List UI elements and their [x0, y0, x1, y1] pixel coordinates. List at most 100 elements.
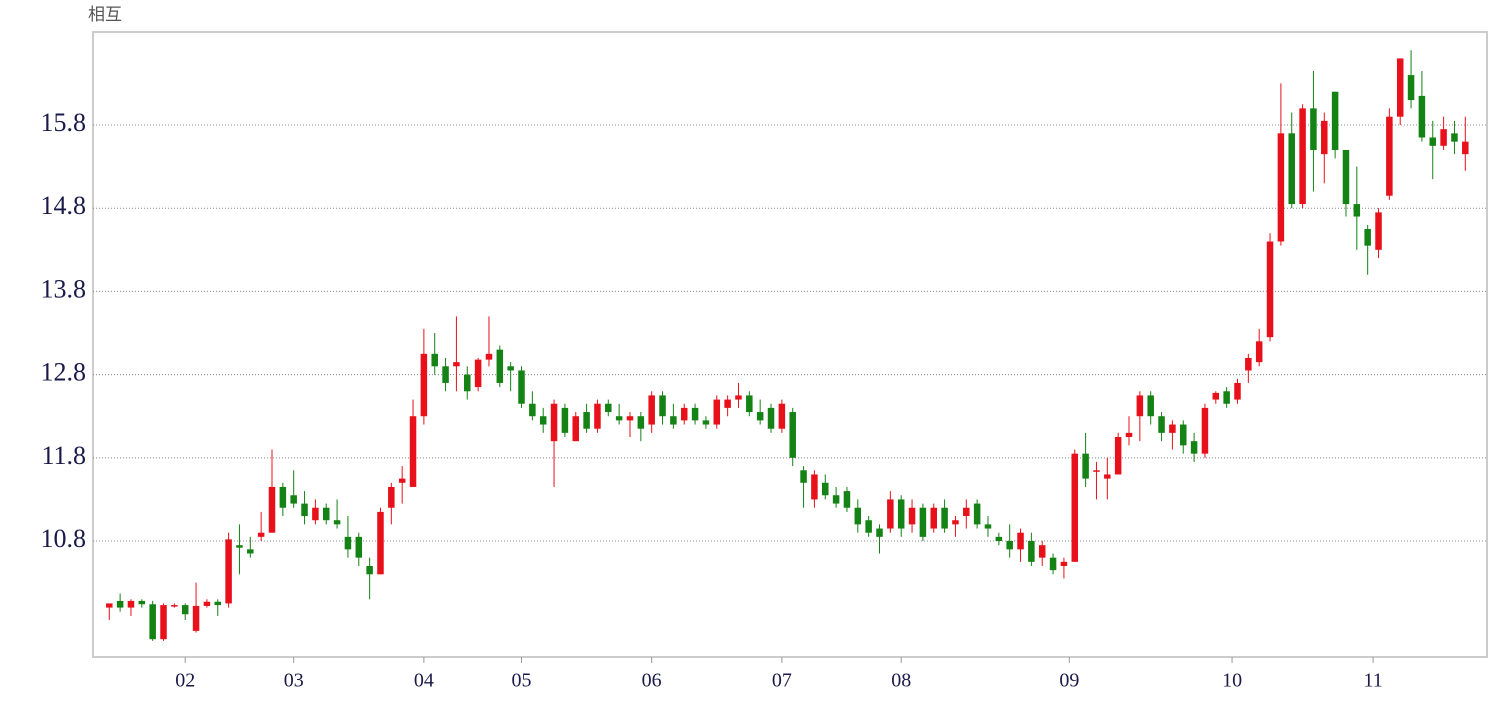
candle-body	[236, 545, 243, 548]
candle-body	[1375, 212, 1382, 250]
candle-body	[952, 520, 959, 525]
candle-body	[1288, 133, 1295, 205]
candle-body	[680, 407, 688, 421]
candle-body	[561, 407, 569, 433]
candle-body	[1321, 120, 1328, 155]
candle-body	[1201, 407, 1209, 454]
candle-body	[1331, 91, 1339, 150]
candle-body	[778, 403, 786, 429]
candle-body	[485, 353, 493, 360]
candle-body	[1277, 133, 1285, 242]
y-tick-label: 10.8	[41, 524, 87, 553]
candle-body	[713, 399, 721, 425]
candle-body	[388, 486, 395, 508]
x-tick-label: 02	[175, 670, 195, 692]
candle-body	[854, 507, 862, 525]
y-tick-label: 15.8	[41, 108, 87, 137]
candle-body	[995, 536, 1003, 542]
candle-body	[572, 416, 580, 442]
x-tick-label: 05	[512, 670, 532, 692]
candle-body	[1093, 470, 1100, 472]
x-tick-label: 07	[772, 670, 792, 692]
candle-body	[876, 528, 883, 537]
candle-body	[691, 407, 699, 421]
candle-body	[1179, 424, 1187, 446]
candle-body	[301, 503, 308, 517]
candle-body	[832, 495, 840, 504]
candle-body	[160, 605, 167, 640]
candle-body	[1158, 416, 1165, 433]
candle-body	[963, 507, 970, 517]
candle-body	[1038, 545, 1046, 558]
candle-body	[181, 605, 189, 615]
candle-body	[138, 600, 146, 605]
candle-body	[1017, 532, 1024, 550]
candle-body	[735, 395, 742, 400]
x-tick-label: 06	[642, 670, 662, 692]
candle-body	[550, 403, 558, 442]
candle-body	[257, 532, 265, 537]
x-tick-label: 04	[414, 670, 434, 692]
candle-body	[398, 478, 406, 483]
candle-body	[1386, 116, 1393, 196]
candle-body	[247, 549, 254, 554]
candle-body	[1147, 395, 1154, 417]
candle-body	[127, 600, 135, 608]
candle-body	[149, 604, 156, 640]
candle-body	[941, 507, 948, 529]
candle-body	[355, 536, 363, 558]
candle-body	[1429, 137, 1437, 146]
candle-body	[344, 536, 352, 550]
x-tick-label: 11	[1363, 670, 1382, 692]
candle-body	[702, 420, 710, 425]
candle-body	[1364, 229, 1371, 246]
candle-body	[529, 403, 536, 417]
candle-body	[605, 403, 612, 413]
candle-body	[756, 412, 764, 421]
candle-body	[106, 603, 113, 608]
candle-body	[453, 362, 460, 367]
candle-body	[930, 507, 937, 529]
candle-body	[1396, 58, 1404, 117]
candle-body	[594, 403, 601, 429]
candle-body	[1136, 395, 1144, 417]
candle-body	[1407, 75, 1415, 101]
candle-body	[442, 366, 449, 383]
candle-body	[637, 416, 645, 429]
candle-body	[539, 416, 547, 425]
y-tick-label: 13.8	[41, 274, 87, 303]
candle-body	[409, 416, 417, 487]
candle-body	[1082, 453, 1089, 479]
candle-body	[322, 507, 330, 521]
candle-body	[1418, 95, 1426, 138]
candle-body	[843, 491, 851, 508]
candle-body	[1440, 129, 1447, 146]
candle-body	[496, 349, 504, 383]
candle-body	[1451, 133, 1458, 142]
y-tick-label: 12.8	[41, 358, 87, 387]
candle-body	[312, 507, 319, 521]
candle-body	[268, 486, 276, 533]
candle-body	[800, 470, 807, 483]
candle-body	[811, 474, 818, 500]
candle-body	[171, 605, 178, 607]
x-tick-label: 08	[891, 670, 911, 692]
candle-body	[507, 366, 514, 371]
candle-body	[746, 395, 753, 413]
candle-body	[1255, 341, 1263, 363]
candle-body	[1245, 357, 1252, 371]
candle-body	[919, 507, 927, 537]
candle-body	[214, 601, 222, 606]
candle-body	[1028, 541, 1035, 562]
candle-body	[973, 503, 981, 525]
candle-body	[984, 524, 992, 529]
candle-body	[290, 495, 297, 504]
candle-body	[1104, 474, 1111, 479]
candle-body	[897, 499, 905, 529]
candle-body	[615, 416, 623, 421]
candle-body	[822, 482, 829, 496]
candle-body	[767, 407, 775, 429]
chart-title: 相互	[88, 5, 122, 25]
